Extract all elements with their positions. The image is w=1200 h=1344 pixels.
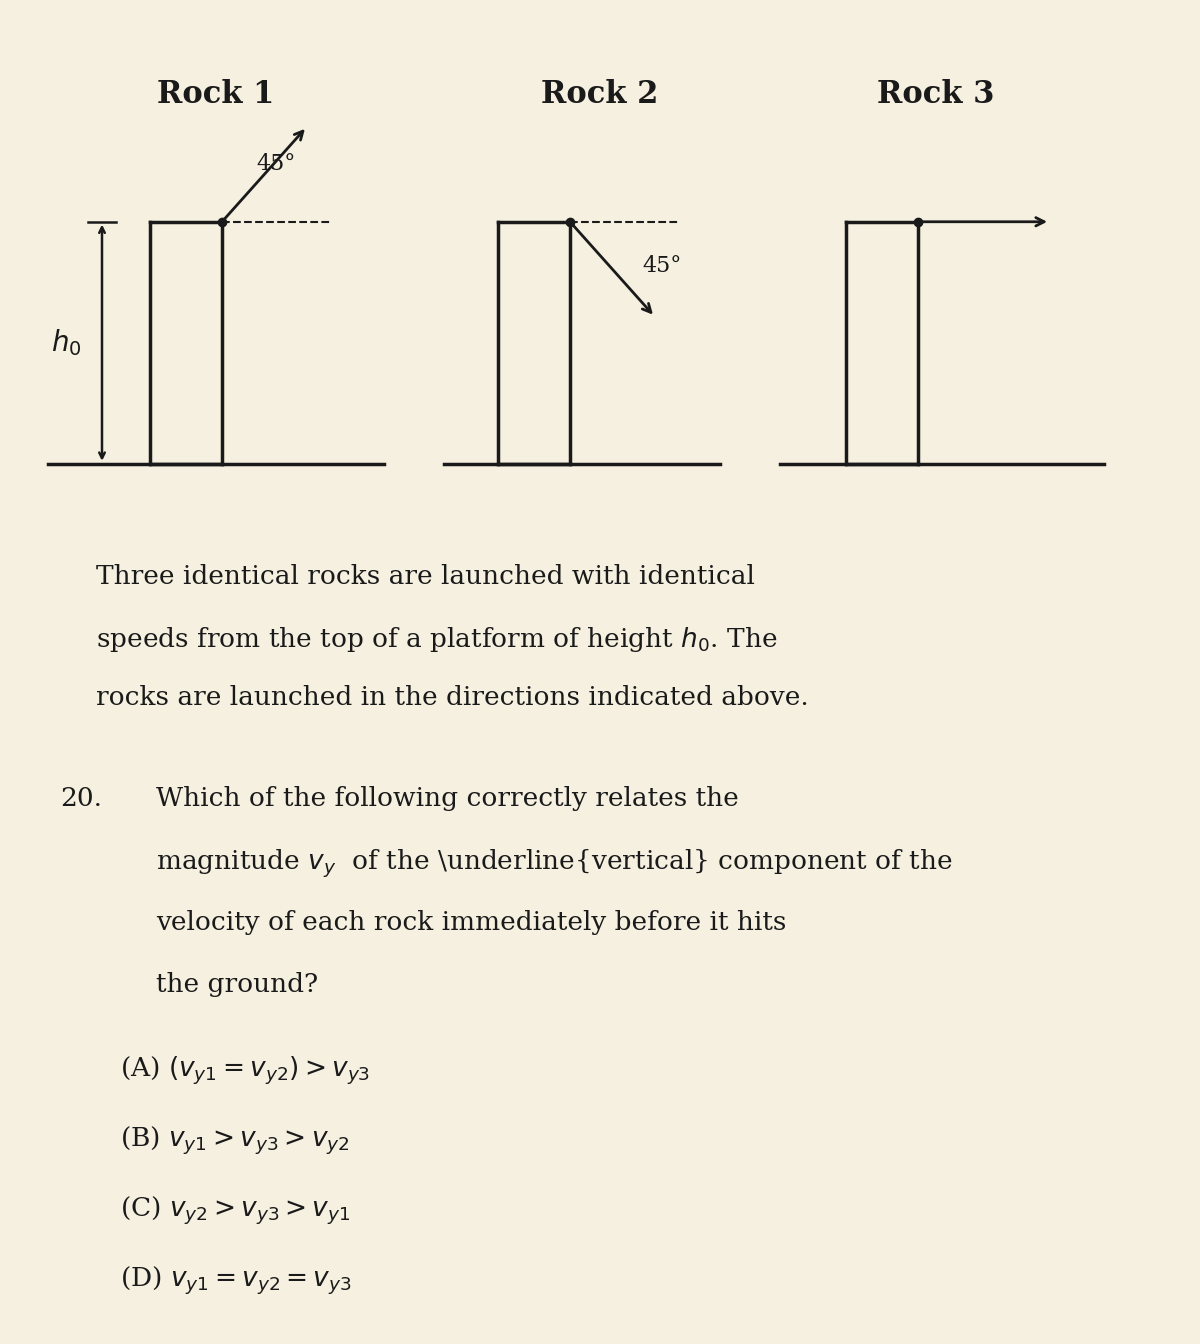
Text: 20.: 20.	[60, 786, 102, 812]
Text: Rock 3: Rock 3	[877, 78, 995, 110]
Text: (A) $(v_{y1} = v_{y2}) > v_{y3}$: (A) $(v_{y1} = v_{y2}) > v_{y3}$	[120, 1055, 370, 1087]
Text: (C) $v_{y2} > v_{y3} > v_{y1}$: (C) $v_{y2} > v_{y3} > v_{y1}$	[120, 1195, 350, 1227]
Text: 45°: 45°	[642, 255, 682, 277]
Text: Rock 2: Rock 2	[541, 78, 659, 110]
Text: $h_0$: $h_0$	[50, 328, 82, 358]
Text: Three identical rocks are launched with identical: Three identical rocks are launched with …	[96, 564, 755, 590]
Text: (B) $v_{y1} > v_{y3} > v_{y2}$: (B) $v_{y1} > v_{y3} > v_{y2}$	[120, 1125, 349, 1157]
Text: magnitude $v_y$  of the \underline{vertical} component of the: magnitude $v_y$ of the \underline{vertic…	[156, 848, 953, 880]
Text: (D) $v_{y1} = v_{y2} = v_{y3}$: (D) $v_{y1} = v_{y2} = v_{y3}$	[120, 1265, 352, 1297]
Text: 45°: 45°	[257, 153, 295, 175]
Text: speeds from the top of a platform of height $h_0$. The: speeds from the top of a platform of hei…	[96, 625, 778, 655]
Text: Rock 1: Rock 1	[157, 78, 275, 110]
Text: rocks are launched in the directions indicated above.: rocks are launched in the directions ind…	[96, 685, 809, 711]
Text: Which of the following correctly relates the: Which of the following correctly relates…	[156, 786, 739, 812]
Text: velocity of each rock immediately before it hits: velocity of each rock immediately before…	[156, 910, 786, 935]
Text: the ground?: the ground?	[156, 972, 318, 997]
